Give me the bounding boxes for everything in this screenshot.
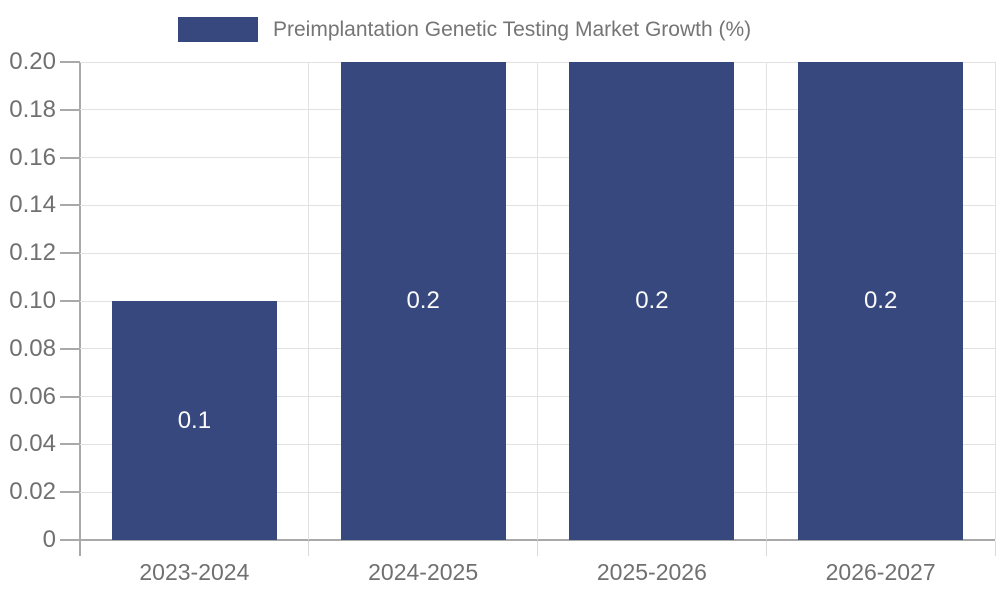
y-tick-label: 0.02 bbox=[9, 478, 56, 506]
x-axis-tick bbox=[308, 541, 310, 556]
plot-area: 0 0.02 0.04 0.06 0.08 0.10 0.12 0.14 0.16 0.18 0.2… bbox=[9, 49, 996, 585]
y-axis-tick bbox=[60, 347, 80, 350]
bar-value-label: 0.2 bbox=[406, 287, 440, 314]
bar: 0.1 bbox=[111, 301, 277, 540]
bar-value-label: 0.2 bbox=[635, 287, 669, 314]
y-axis-tick bbox=[60, 204, 80, 207]
x-axis-baseline bbox=[80, 539, 995, 541]
y-axis-tick bbox=[60, 443, 80, 446]
y-tick-label: 0.10 bbox=[9, 287, 56, 314]
y-tick-label: 0.06 bbox=[9, 382, 56, 410]
x-axis-tick bbox=[537, 541, 538, 556]
bar: 0.2 bbox=[798, 62, 964, 540]
y-axis-tick bbox=[60, 300, 80, 302]
y-tick-label: 0.16 bbox=[9, 143, 56, 171]
x-axis-tick bbox=[765, 541, 767, 556]
y-axis-tick bbox=[60, 395, 80, 398]
legend-label: Preimplantation Genetic Testing Market G… bbox=[273, 17, 752, 41]
y-tick-label: 0 bbox=[42, 526, 56, 553]
y-tick-label: 0.20 bbox=[9, 48, 56, 75]
bar: 0.2 bbox=[340, 62, 506, 540]
y-tick-label: 0.04 bbox=[9, 430, 56, 458]
x-tick-label: 2024-2025 bbox=[368, 559, 479, 585]
y-axis-tick bbox=[60, 156, 80, 159]
y-tick-label: 0.18 bbox=[9, 95, 56, 123]
y-tick-label: 0.14 bbox=[9, 191, 56, 219]
y-axis-tick bbox=[60, 252, 80, 255]
gridline-vertical bbox=[308, 62, 310, 540]
y-tick-label: 0.08 bbox=[9, 334, 56, 362]
x-tick-label: 2023-2024 bbox=[139, 559, 250, 585]
y-axis-tick bbox=[60, 108, 80, 111]
gridline-vertical bbox=[765, 62, 767, 540]
bar-value-label: 0.2 bbox=[863, 287, 898, 314]
legend: Preimplantation Genetic Testing Market G… bbox=[178, 17, 751, 42]
bar-value-label: 0.1 bbox=[177, 406, 212, 434]
bar: 0.2 bbox=[569, 62, 735, 540]
y-axis-spine bbox=[79, 62, 81, 556]
y-axis-tick bbox=[60, 61, 80, 63]
y-axis-tick bbox=[60, 491, 80, 494]
x-tick-label: 2025-2026 bbox=[596, 559, 707, 585]
y-axis-tick bbox=[60, 539, 80, 541]
gridline-vertical bbox=[994, 62, 996, 540]
x-axis-tick bbox=[994, 541, 996, 556]
y-tick-label: 0.12 bbox=[9, 239, 56, 267]
gridline-vertical bbox=[537, 62, 538, 540]
x-tick-label: 2026-2027 bbox=[825, 559, 936, 585]
legend-color-swatch bbox=[178, 17, 258, 42]
